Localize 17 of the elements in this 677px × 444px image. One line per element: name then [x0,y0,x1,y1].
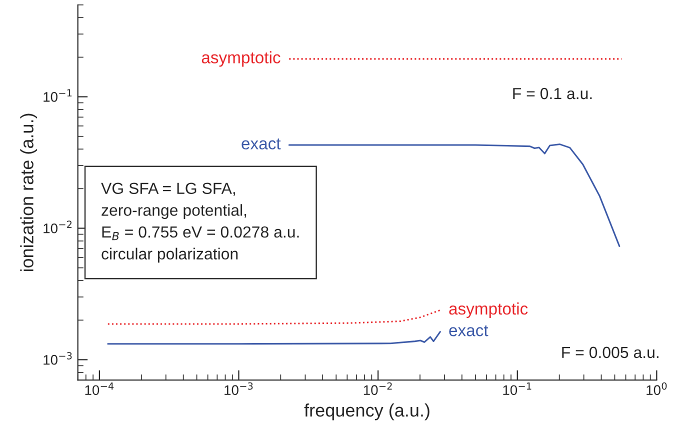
series-label: exact [449,325,488,336]
y-tick-label: 10$^{−1}$ [44,89,72,102]
series-label: asymptotic [449,302,528,318]
x-tick-label: 10$^{−3}$ [224,382,253,396]
series-label: exact [242,138,281,150]
y-tick-label: 10$^{−3}$ [44,352,72,365]
x-tick-label: 10$^{−2}$ [364,382,392,396]
x-axis-title: frequency (a.u.) [304,403,430,420]
series-label: asymptotic [202,51,280,67]
y-tick-label: 10$^{−2}$ [44,220,72,234]
x-tick-label: 10$^{0}$ [646,382,667,396]
x-tick-label: 10$^{−4}$ [85,382,114,396]
annotation: F = 0.1 a.u. [513,88,592,100]
annotation: F = 0.005 a.u. [562,346,658,358]
annotation: VG SFA = LG SFA, zero-range potential, E$_{B}$ = 0.755 eV = 0.0278 a.u. circular polarization [101,182,299,263]
x-tick-label: 10$^{−1}$ [503,382,532,396]
y-axis-title: ionization rate (a.u.) [20,114,38,272]
